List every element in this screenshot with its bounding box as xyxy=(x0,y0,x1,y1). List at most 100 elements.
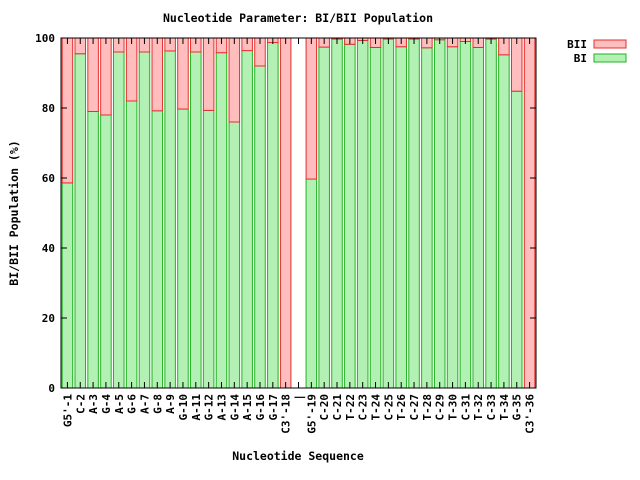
bar-bi-10 xyxy=(190,51,202,389)
x-axis-label: Nucleotide Sequence xyxy=(232,449,364,463)
bar-bi-28 xyxy=(421,47,433,389)
x-tick-label: G-4 xyxy=(100,394,113,414)
legend-label-bi: BI xyxy=(574,52,587,65)
bar-bi-16 xyxy=(267,42,279,389)
x-tick-label: C-20 xyxy=(318,394,331,421)
plot-frame xyxy=(60,37,537,389)
x-tick-label: G5'-1 xyxy=(61,394,74,427)
bar-bi-20 xyxy=(318,46,330,389)
y-tick-label: 20 xyxy=(42,312,55,325)
x-tick-label: C-23 xyxy=(357,394,370,421)
x-tick-label: T-34 xyxy=(498,394,511,421)
x-tick-label: T-32 xyxy=(472,394,485,421)
x-tick-label: T-24 xyxy=(370,394,383,421)
x-tick-label: G-12 xyxy=(203,394,216,421)
x-tick-label: A-13 xyxy=(215,394,228,421)
chart-title: Nucleotide Parameter: BI/BII Population xyxy=(163,11,433,25)
x-tick-label: G-6 xyxy=(126,394,139,414)
legend-swatch-bii xyxy=(593,39,627,49)
bar-bi-29 xyxy=(433,39,446,389)
bar-bi-35 xyxy=(510,90,523,389)
x-tick-label: C-25 xyxy=(382,394,395,421)
bar-bi-14 xyxy=(241,50,253,389)
x-tick-label: A-7 xyxy=(138,394,151,414)
bar-bi-30 xyxy=(446,46,459,389)
bar-bi-23 xyxy=(356,39,369,389)
y-tick-label: 100 xyxy=(35,32,55,45)
y-tick-label: 0 xyxy=(48,382,55,395)
x-tick-label: C-31 xyxy=(459,394,472,421)
bar-bi-11 xyxy=(202,109,215,389)
bar-bi-3 xyxy=(100,114,112,389)
bar-bii-11 xyxy=(202,37,215,111)
bar-bii-9 xyxy=(177,37,189,110)
bar-bi-7 xyxy=(151,110,164,389)
bar-bii-2 xyxy=(87,37,99,112)
x-tick-label: G-10 xyxy=(177,394,190,421)
bar-bii-35 xyxy=(510,37,523,92)
x-tick-label: C-33 xyxy=(485,394,498,421)
legend-label-bii: BII xyxy=(567,38,587,51)
x-tick-label: A-3 xyxy=(87,394,100,414)
x-tick-label: A-11 xyxy=(190,394,203,421)
bar-bi-22 xyxy=(344,43,356,389)
bar-bi-0 xyxy=(61,182,74,389)
x-tick-label: G-16 xyxy=(254,394,267,421)
bar-bii-13 xyxy=(228,37,241,123)
x-tick-label: C3'-36 xyxy=(524,394,537,434)
x-tick-label: G-17 xyxy=(267,394,280,421)
x-tick-label: C-27 xyxy=(408,394,421,421)
bar-bi-4 xyxy=(113,51,125,389)
bar-bi-6 xyxy=(138,51,151,389)
bar-bi-34 xyxy=(498,54,510,389)
bar-bi-31 xyxy=(459,41,472,389)
x-tick-label: C-29 xyxy=(434,394,447,421)
x-tick-label: G5'-19 xyxy=(305,394,318,434)
bar-bi-12 xyxy=(215,52,228,389)
bar-bii-5 xyxy=(125,37,138,102)
x-tick-label: A-15 xyxy=(241,394,254,421)
x-tick-label: T-22 xyxy=(344,394,357,421)
x-tick-label: G-14 xyxy=(228,394,241,421)
bar-bi-24 xyxy=(369,46,382,389)
bar-bii-36 xyxy=(523,37,536,389)
x-tick-label: T-28 xyxy=(421,394,434,421)
bar-bii-7 xyxy=(151,37,164,112)
bar-bi-27 xyxy=(408,38,420,389)
x-tick-label: G-35 xyxy=(511,394,524,421)
x-tick-label: T-30 xyxy=(447,394,460,421)
bar-bi-15 xyxy=(254,65,266,389)
y-tick-label: 80 xyxy=(42,102,55,115)
bar-bii-0 xyxy=(61,37,74,184)
y-tick-label: 40 xyxy=(42,242,55,255)
y-tick-label: 60 xyxy=(42,172,55,185)
x-tick-label: | xyxy=(293,394,306,401)
bar-bii-17 xyxy=(279,37,292,389)
bar-bi-2 xyxy=(87,111,99,389)
bar-bi-5 xyxy=(125,100,138,389)
bar-bi-9 xyxy=(177,108,189,389)
x-tick-label: A-9 xyxy=(164,394,177,414)
x-tick-label: C3'-18 xyxy=(280,394,293,434)
bar-bi-21 xyxy=(331,38,343,389)
bar-bi-26 xyxy=(395,46,407,389)
bar-bii-3 xyxy=(100,37,112,116)
bar-bi-13 xyxy=(228,121,241,389)
x-tick-label: C-2 xyxy=(74,394,87,414)
x-tick-label: G-8 xyxy=(151,394,164,414)
y-axis-label: BI/BII Population (%) xyxy=(7,140,21,285)
bar-bii-19 xyxy=(305,37,318,180)
bars-layer xyxy=(61,37,536,389)
x-tick-label: C-21 xyxy=(331,394,344,421)
bar-bi-1 xyxy=(74,53,87,389)
bar-bi-8 xyxy=(164,50,176,389)
legend-swatch-bi xyxy=(593,53,627,63)
x-tick-label: T-26 xyxy=(395,394,408,421)
bar-bi-25 xyxy=(382,38,395,389)
x-tick-label: A-5 xyxy=(113,394,126,414)
bar-bi-32 xyxy=(472,46,485,389)
bar-bi-19 xyxy=(305,178,318,389)
